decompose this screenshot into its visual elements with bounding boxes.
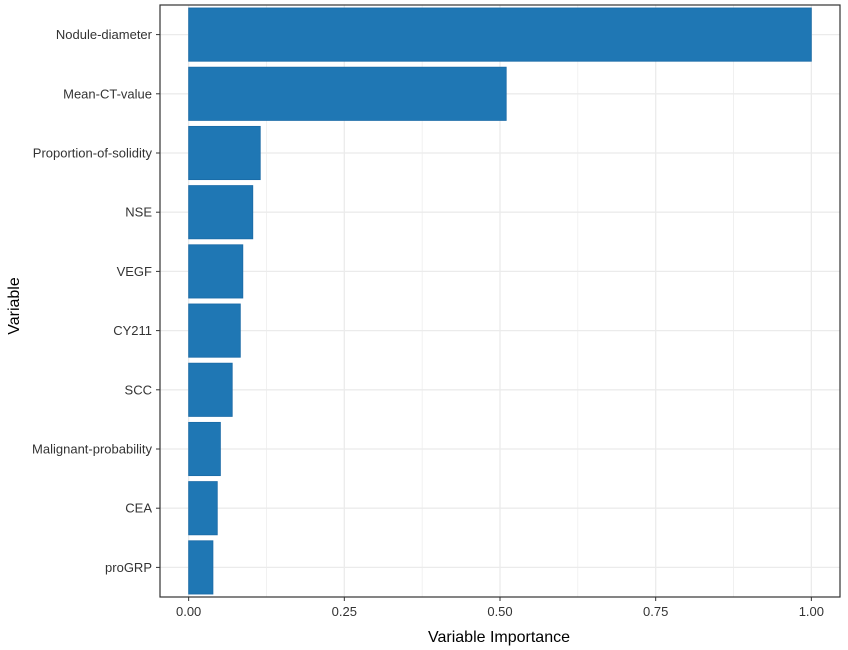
- y-tick-label-proportion-of-solidity: Proportion-of-solidity: [33, 146, 153, 161]
- bar-cy211: [188, 303, 241, 358]
- bar-vegf: [188, 244, 244, 299]
- x-tick-label: 0.50: [487, 604, 512, 619]
- bar-nodule-diameter: [188, 7, 812, 62]
- y-tick-label-cea: CEA: [125, 501, 152, 516]
- y-axis-ticks: Nodule-diameter Mean-CT-value Proportion-o…: [32, 27, 160, 575]
- y-tick-label-progrp: proGRP: [105, 560, 152, 575]
- bar-malignant-probability: [188, 421, 221, 477]
- y-tick-label-malignant-probability: Malignant-probability: [32, 442, 152, 457]
- y-tick-label-cy211: CY211: [113, 323, 152, 338]
- y-tick-label-mean-ct-value: Mean-CT-value: [63, 86, 152, 101]
- bar-mean-ct-value: [188, 66, 507, 121]
- bar-nse: [188, 185, 254, 240]
- x-tick-label: 1.00: [799, 604, 824, 619]
- bar-scc: [188, 362, 233, 417]
- x-tick-label: 0.25: [332, 604, 357, 619]
- bars: [188, 7, 812, 595]
- bar-proportion-of-solidity: [188, 125, 261, 181]
- x-tick-label: 0.75: [643, 604, 668, 619]
- bar-progrp: [188, 540, 214, 595]
- y-axis-title: Variable: [6, 277, 23, 335]
- y-tick-label-vegf: VEGF: [117, 264, 152, 279]
- bar-cea: [188, 481, 218, 536]
- x-tick-label: 0.00: [176, 604, 201, 619]
- y-tick-label-nodule-diameter: Nodule-diameter: [56, 27, 153, 42]
- y-tick-label-nse: NSE: [125, 205, 152, 220]
- y-tick-label-scc: SCC: [125, 382, 152, 397]
- x-axis-title: Variable Importance: [428, 629, 570, 646]
- x-axis-ticks: 0.00 0.25 0.50 0.75 1.00: [176, 597, 824, 619]
